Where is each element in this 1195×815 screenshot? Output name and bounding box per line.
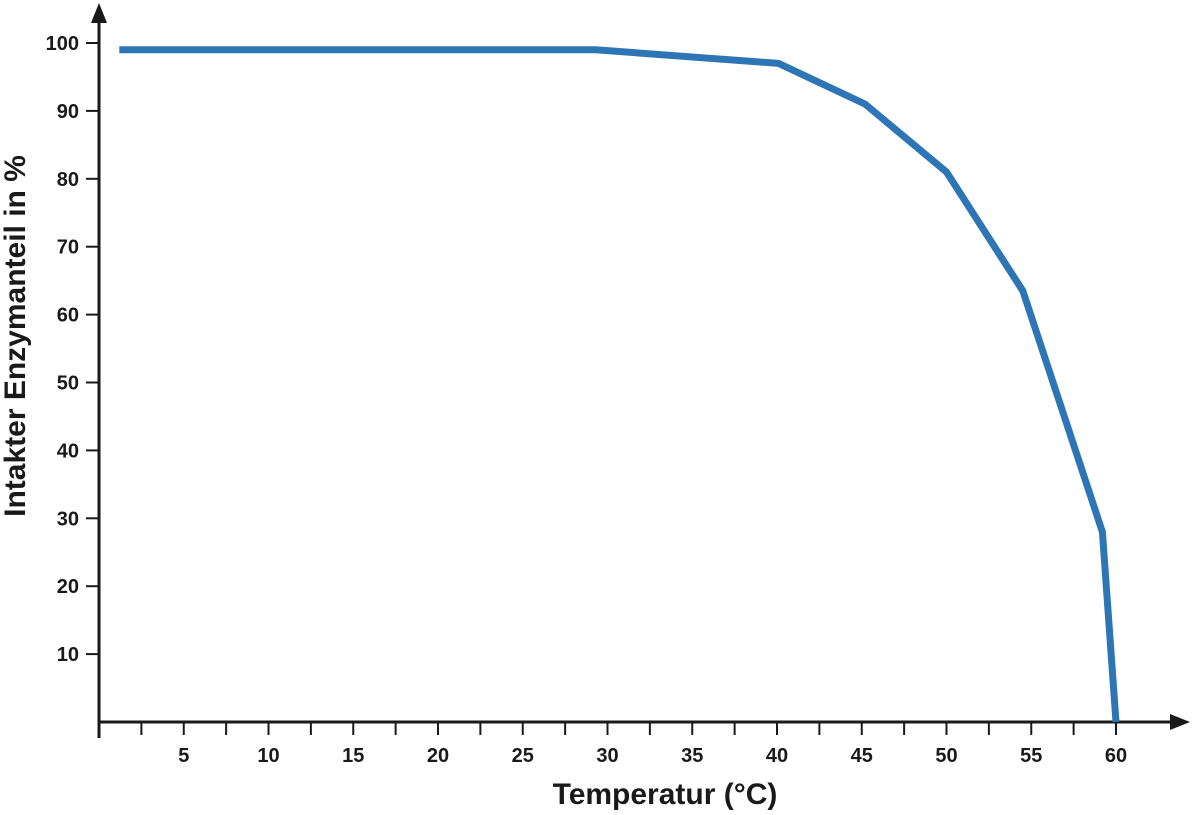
axes [91, 3, 1190, 738]
x-tick-label: 20 [427, 745, 449, 767]
x-tick-label: 10 [257, 745, 279, 767]
y-tick-label: 100 [46, 33, 79, 55]
y-tick-label: 20 [57, 576, 79, 598]
series-line [119, 50, 1116, 722]
ticks: 5 10 15 20 25 30 35 40 45 50 55 60 10 20 30 40 50 60 70 80 9… [46, 33, 1128, 767]
y-tick-label: 50 [57, 373, 79, 395]
x-tick-label: 40 [766, 745, 788, 767]
x-tick-label: 45 [851, 745, 873, 767]
x-tick-label: 30 [596, 745, 618, 767]
x-tick-label: 35 [681, 745, 703, 767]
x-tick-label: 5 [178, 745, 189, 767]
y-tick-label: 40 [57, 440, 79, 462]
y-tick-label: 10 [57, 644, 79, 666]
x-tick-label: 55 [1020, 745, 1042, 767]
y-axis-title: Intakter Enzymanteil in % [0, 155, 32, 517]
x-axis-arrowhead [1170, 714, 1190, 730]
x-axis-title: Temperatur (°C) [553, 778, 778, 810]
x-tick-label: 60 [1105, 745, 1127, 767]
x-tick-label: 25 [512, 745, 534, 767]
series-layer [119, 50, 1116, 722]
y-tick-label: 80 [57, 169, 79, 191]
y-tick-label: 60 [57, 305, 79, 327]
y-tick-label: 70 [57, 237, 79, 259]
x-tick-label: 50 [935, 745, 957, 767]
y-tick-label: 30 [57, 508, 79, 530]
x-tick-label: 15 [342, 745, 364, 767]
y-axis-arrowhead [91, 3, 107, 23]
y-tick-label: 90 [57, 101, 79, 123]
